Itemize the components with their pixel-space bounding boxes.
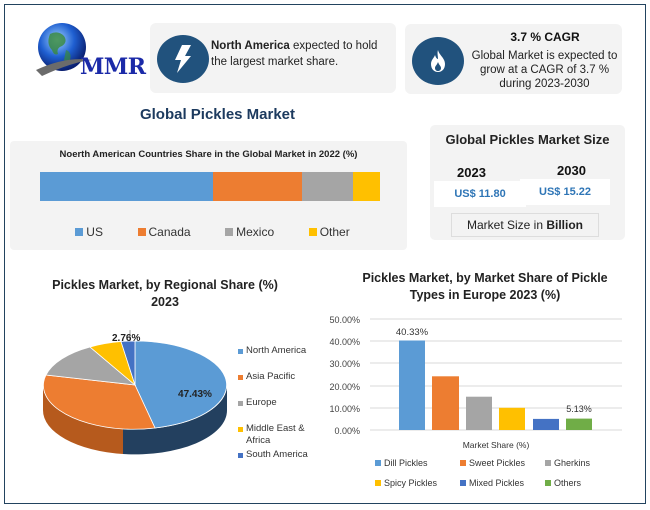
pie-slice-europe: [45, 346, 137, 386]
value-2023: US$ 11.80: [434, 181, 526, 207]
market-size-panel: Global Pickles Market Size 2023 2030 US$…: [430, 125, 625, 240]
cagr-title: 3.7 % CAGR: [510, 30, 580, 44]
bar-segment-us: [40, 172, 214, 201]
year-2030: 2030: [557, 163, 586, 178]
legend-item: Sweet Pickles: [460, 458, 545, 468]
highlight-text: North America expected to hold the large…: [211, 40, 378, 68]
legend-item: Asia Pacific: [238, 371, 313, 397]
bar-others: [566, 418, 592, 430]
highlight-card: North America expected to hold the large…: [150, 23, 396, 93]
stacked-bar: [40, 172, 380, 201]
y-tick: 0.00%: [334, 426, 360, 436]
regional-share-pie-chart: 47.43%: [42, 330, 228, 455]
pie-legend: North America Asia Pacific Europe Middle…: [238, 345, 313, 475]
pie-slice-north-america: [134, 340, 228, 429]
legend-item: Canada: [137, 225, 191, 239]
chart-legend: US Canada Mexico Other: [10, 225, 407, 239]
legend-item: North America: [238, 345, 313, 371]
market-size-title: Global Pickles Market Size: [445, 132, 610, 147]
y-tick: 40.00%: [329, 337, 360, 347]
lightning-bolt-icon: [157, 35, 209, 83]
cagr-card: 3.7 % CAGR Global Market is expected to …: [405, 24, 622, 94]
flame-icon: [412, 37, 464, 85]
legend-item: Europe: [238, 397, 313, 423]
chart-title: Noerth American Countries Share in the G…: [59, 149, 358, 160]
y-tick: 20.00%: [329, 382, 360, 392]
x-axis-label: Market Share (%): [463, 440, 530, 450]
pie-data-label-north-america: 47.43%: [178, 389, 212, 400]
legend-item: Spicy Pickles: [375, 478, 460, 488]
bar-segment-mexico: [301, 172, 353, 201]
bar-segment-other: [352, 172, 380, 201]
bar-segment-canada: [213, 172, 302, 201]
bar-gherkins: [466, 396, 492, 430]
globe-icon: [36, 23, 92, 76]
bar-dill-pickles: [399, 340, 425, 430]
bar-mixed-pickles: [533, 418, 559, 430]
value-2030: US$ 15.22: [520, 179, 610, 205]
legend-item: Other: [308, 225, 350, 239]
bar-data-label-dill: 40.33%: [396, 327, 429, 338]
legend-item: Others: [545, 478, 615, 488]
y-tick: 10.00%: [329, 404, 360, 414]
pickle-types-bar-chart: 0.00% 10.00% 20.00% 30.00% 40.00% 50.00%…: [329, 315, 622, 450]
bar-legend: Dill Pickles Sweet Pickles Gherkins Spic…: [375, 458, 625, 488]
mmr-logo: MMR: [30, 20, 146, 90]
pie-slice-south-america: [120, 340, 136, 386]
legend-item: Mexico: [225, 225, 274, 239]
bar-sweet-pickles: [432, 376, 459, 430]
legend-item: Middle East & Africa: [238, 423, 313, 449]
legend-item: US: [75, 225, 103, 239]
bar-spicy-pickles: [499, 407, 525, 430]
page-title: Global Pickles Market: [139, 106, 296, 123]
bar-data-label-others: 5.13%: [566, 404, 592, 414]
y-tick: 50.00%: [329, 315, 360, 325]
north-america-share-chart: Noerth American Countries Share in the G…: [10, 141, 407, 250]
bar-chart-title: Pickles Market, by Market Share of Pickl…: [362, 271, 608, 302]
legend-item: Mixed Pickles: [460, 478, 545, 488]
legend-item: Gherkins: [545, 458, 615, 468]
pie-slice-asia-pacific: [43, 374, 156, 430]
cagr-text: Global Market is expected to grow at a C…: [471, 50, 618, 90]
pie-chart-title: Pickles Market, by Regional Share (%) 20…: [52, 278, 278, 309]
legend-item: South America: [238, 449, 313, 475]
unit-label: Market Size in Billion: [451, 213, 599, 237]
y-tick: 30.00%: [329, 359, 360, 369]
year-2023: 2023: [457, 165, 486, 180]
pie-data-label-south-america: 2.76%: [112, 333, 141, 344]
legend-item: Dill Pickles: [375, 458, 460, 468]
logo-text: MMR: [80, 54, 146, 80]
